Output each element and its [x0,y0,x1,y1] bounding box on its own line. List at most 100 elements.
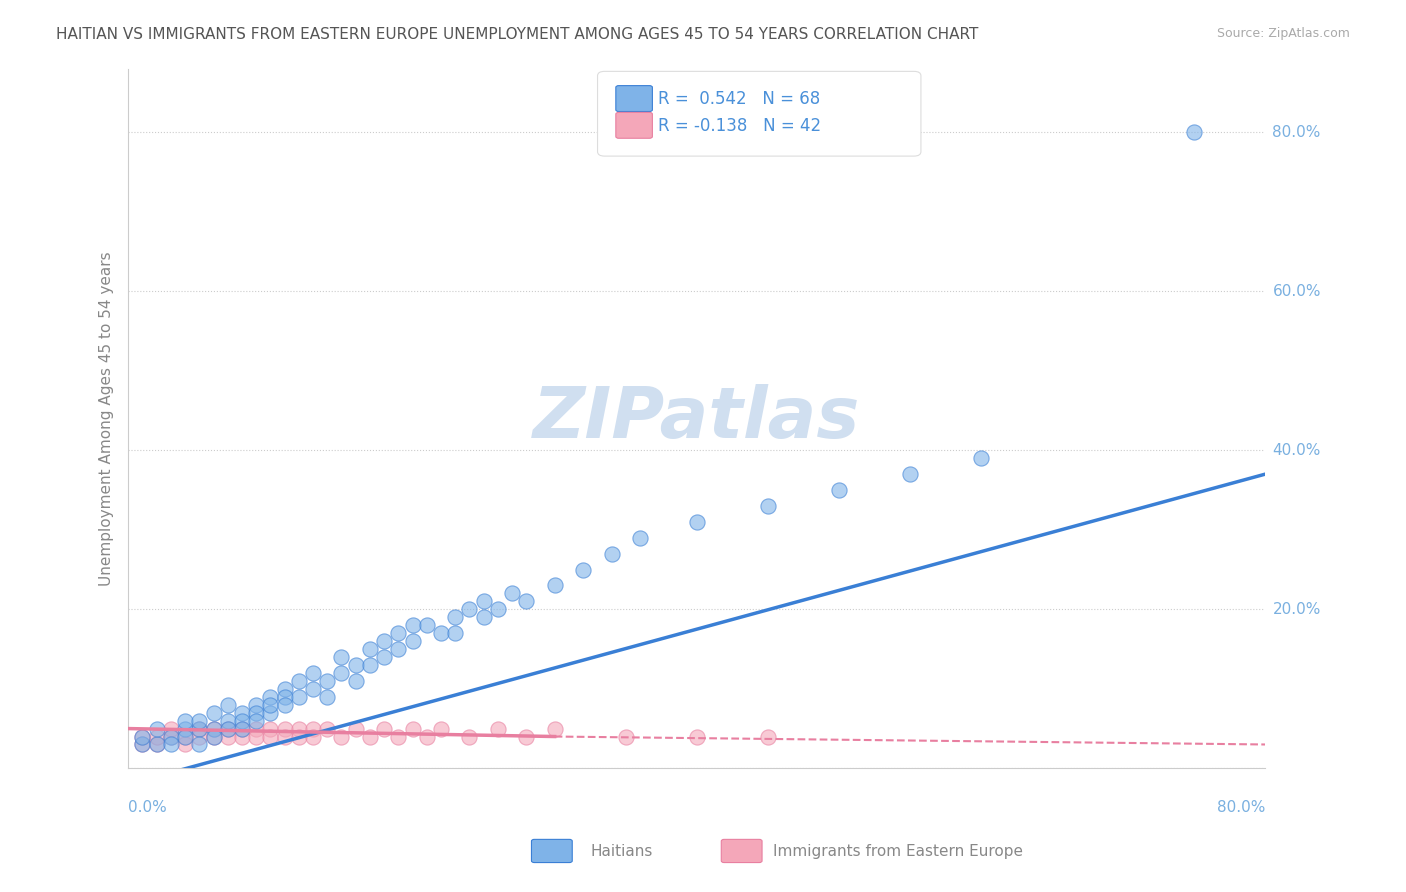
Point [444,610,467,624]
Point [416,618,439,632]
Point [515,594,537,608]
Text: 20.0%: 20.0% [1272,602,1320,616]
Point [188,730,211,744]
Point [202,730,225,744]
Point [416,730,439,744]
Point [302,681,325,696]
Point [217,714,239,728]
Point [401,722,423,736]
Point [330,650,353,665]
Point [231,722,253,736]
Point [273,698,295,712]
Point [344,673,367,688]
Point [302,665,325,680]
Point [373,722,395,736]
Point [245,714,267,728]
Point [614,730,637,744]
Point [288,730,311,744]
Point [302,730,325,744]
Point [970,451,993,466]
Point [217,730,239,744]
Point [373,650,395,665]
Point [217,722,239,736]
Point [544,578,567,592]
Point [131,738,153,752]
Point [231,714,253,728]
Text: ZIPatlas: ZIPatlas [533,384,860,453]
Point [231,722,253,736]
Point [330,730,353,744]
Point [686,515,709,529]
Point [202,730,225,744]
Text: HAITIAN VS IMMIGRANTS FROM EASTERN EUROPE UNEMPLOYMENT AMONG AGES 45 TO 54 YEARS: HAITIAN VS IMMIGRANTS FROM EASTERN EUROP… [56,27,979,42]
Point [145,730,167,744]
Point [544,722,567,736]
Point [217,722,239,736]
Text: R = -0.138   N = 42: R = -0.138 N = 42 [658,117,821,135]
Point [828,483,851,497]
Point [202,722,225,736]
Point [430,626,453,640]
Point [245,706,267,720]
Point [1182,125,1205,139]
Point [344,722,367,736]
Point [387,642,409,657]
Point [472,610,495,624]
Point [145,738,167,752]
Point [387,730,409,744]
Point [288,673,311,688]
Point [316,690,339,704]
Point [160,722,183,736]
Point [359,730,381,744]
Point [174,738,197,752]
Text: 40.0%: 40.0% [1272,442,1320,458]
Point [387,626,409,640]
Point [359,642,381,657]
Point [515,730,537,744]
Point [188,722,211,736]
Point [160,738,183,752]
Text: Source: ZipAtlas.com: Source: ZipAtlas.com [1216,27,1350,40]
Point [188,714,211,728]
Point [486,602,509,616]
Point [288,722,311,736]
Point [131,730,153,744]
Point [131,730,153,744]
Point [316,673,339,688]
Point [273,730,295,744]
Point [401,634,423,648]
Point [145,738,167,752]
Point [245,722,267,736]
Point [302,722,325,736]
Point [245,698,267,712]
Point [444,626,467,640]
Point [145,722,167,736]
Point [344,657,367,672]
Point [259,722,281,736]
Point [217,698,239,712]
Point [359,657,381,672]
Point [600,547,623,561]
Point [273,722,295,736]
Point [628,531,651,545]
Point [174,730,197,744]
Point [756,730,779,744]
Point [686,730,709,744]
Point [160,730,183,744]
Point [430,722,453,736]
Point [259,698,281,712]
Text: 0.0%: 0.0% [128,800,167,815]
Point [202,722,225,736]
Point [174,714,197,728]
Point [231,730,253,744]
Point [188,738,211,752]
Point [330,665,353,680]
Point [486,722,509,736]
Point [472,594,495,608]
Point [174,730,197,744]
Text: Immigrants from Eastern Europe: Immigrants from Eastern Europe [773,845,1024,859]
Point [288,690,311,704]
Y-axis label: Unemployment Among Ages 45 to 54 years: Unemployment Among Ages 45 to 54 years [100,252,114,586]
Text: R =  0.542   N = 68: R = 0.542 N = 68 [658,90,820,108]
Text: 60.0%: 60.0% [1272,284,1322,299]
